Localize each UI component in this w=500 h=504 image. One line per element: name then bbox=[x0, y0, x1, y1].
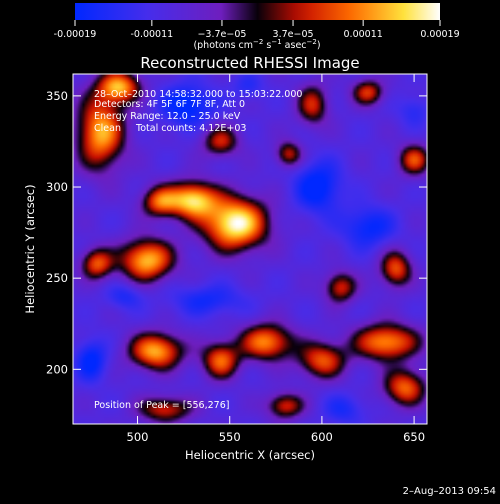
colorbar-tick-label: -0.00011 bbox=[130, 29, 173, 40]
annotation-detectors: Detectors: 4F 5F 6F 7F 8F, Att 0 bbox=[94, 99, 245, 110]
x-tick-label: 500 bbox=[127, 430, 149, 444]
annotation-time-range: 28–Oct–2010 14:58:32.000 to 15:03:22.000 bbox=[94, 89, 302, 100]
y-axis-ticks: 200 250 300 350 bbox=[46, 89, 427, 376]
colorbar-units: (photons cm−2 s−1 asec−2) bbox=[193, 38, 320, 51]
y-tick-label: 250 bbox=[46, 271, 68, 285]
colorbar: -0.00019 -0.00011 −3.7e−05 3.7e−05 0.00011 0.… bbox=[54, 3, 460, 51]
colorbar-tick-label: 3.7e−05 bbox=[273, 29, 314, 40]
x-tick-label: 550 bbox=[219, 430, 241, 444]
x-tick-label: 600 bbox=[311, 430, 333, 444]
y-tick-label: 200 bbox=[46, 362, 68, 376]
y-axis-label: Heliocentric Y (arcsec) bbox=[23, 184, 37, 313]
colorbar-tick-label: -0.00019 bbox=[54, 29, 97, 40]
y-tick-label: 300 bbox=[46, 180, 68, 194]
colorbar-gradient bbox=[75, 3, 440, 20]
annotation-energy: Energy Range: 12.0 – 25.0 keV bbox=[94, 111, 241, 122]
annotation-algorithm: Clean Total counts: 4.12E+03 bbox=[94, 123, 246, 134]
colorbar-tick-label: 0.00011 bbox=[344, 29, 383, 40]
x-tick-label: 650 bbox=[403, 430, 425, 444]
annotation-peak: Position of Peak = [556,276] bbox=[94, 400, 229, 411]
chart-title: Reconstructed RHESSI Image bbox=[140, 54, 359, 72]
colorbar-tick-label: −3.7e−05 bbox=[197, 29, 246, 40]
colorbar-ticks: -0.00019 -0.00011 −3.7e−05 3.7e−05 0.00011 0.… bbox=[54, 20, 460, 40]
footer-date: 2–Aug–2013 09:54 bbox=[403, 486, 496, 497]
x-axis-ticks: 500 550 600 650 bbox=[127, 74, 425, 444]
y-tick-label: 350 bbox=[46, 89, 68, 103]
x-axis-label: Heliocentric X (arcsec) bbox=[185, 448, 315, 462]
annotations: 28–Oct–2010 14:58:32.000 to 15:03:22.000… bbox=[94, 89, 302, 411]
colorbar-tick-label: 0.00019 bbox=[420, 29, 459, 40]
heatmap-image bbox=[73, 74, 427, 424]
plot-frame bbox=[72, 73, 428, 425]
